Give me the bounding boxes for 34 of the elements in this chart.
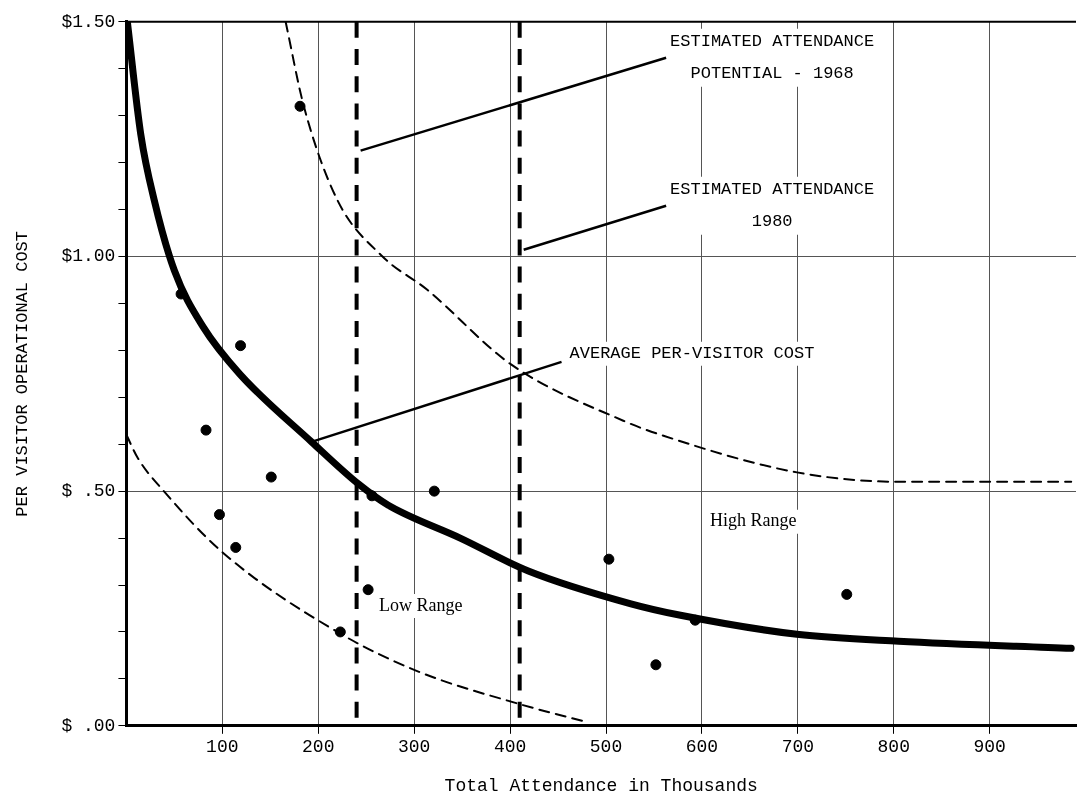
point <box>213 509 225 521</box>
y-tick-label: $ .00 <box>61 715 116 736</box>
point <box>334 626 346 638</box>
point <box>841 588 853 600</box>
point <box>689 614 701 626</box>
annotation: Low Range <box>379 594 463 615</box>
ref-line-label: ESTIMATED ATTENDANCE POTENTIAL - 1968 <box>670 32 875 84</box>
x-tick-label: 100 <box>206 737 239 758</box>
point <box>200 424 212 436</box>
annotation: AVERAGE PER-VISITOR COST <box>569 344 815 364</box>
annotation: High Range <box>709 510 797 531</box>
point <box>265 471 277 483</box>
point <box>366 490 378 502</box>
x-tick-label: 700 <box>781 737 815 758</box>
x-tick-label: 800 <box>877 737 910 758</box>
x-tick-label: 600 <box>685 737 719 758</box>
point <box>603 553 615 565</box>
x-tick-label: 300 <box>397 737 431 758</box>
point <box>650 659 662 671</box>
y-tick-label: $1.00 <box>61 246 116 267</box>
x-axis-title: Total Attendance in Thousands <box>444 775 758 796</box>
point <box>428 485 440 497</box>
x-tick-label: 900 <box>973 737 1006 758</box>
point <box>230 541 242 553</box>
point <box>235 340 247 352</box>
x-tick-label: 400 <box>493 737 527 758</box>
y-tick-label: $ .50 <box>61 480 116 501</box>
ref-line-label: ESTIMATED ATTENDANCE 1980 <box>670 180 875 232</box>
x-tick-label: 200 <box>302 737 335 758</box>
point <box>362 584 374 596</box>
y-axis-title: PER VISITOR OPERATIONAL COST <box>12 230 32 517</box>
y-tick-label: $1.50 <box>61 11 116 32</box>
point <box>294 100 306 112</box>
x-tick-label: 500 <box>589 737 623 758</box>
